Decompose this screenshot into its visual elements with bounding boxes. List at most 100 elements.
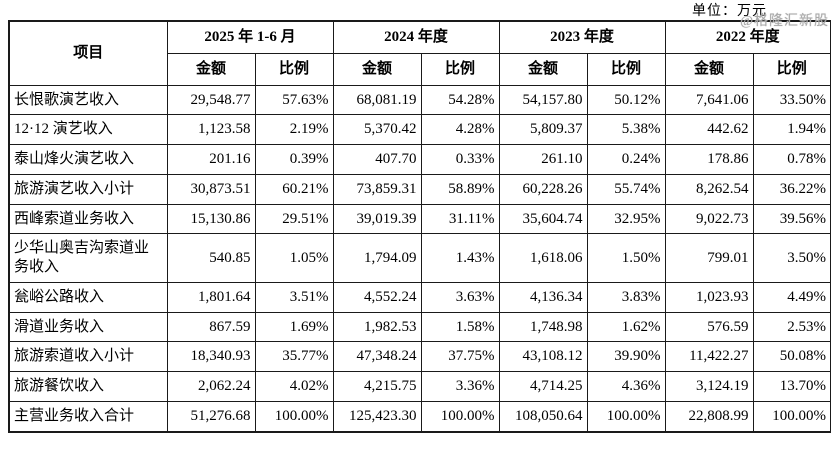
ratio-cell: 1.43% [420,233,500,283]
col-header-period-2025h1: 2025 年 1-6 月 [166,20,334,54]
col-header-period-2022: 2022 年度 [664,20,831,54]
col-header-ratio: 比例 [254,52,334,86]
revenue-table: 项目 2025 年 1-6 月 2024 年度 2023 年度 2022 年度 … [8,20,831,433]
row-label: 旅游餐饮收入 [8,371,168,402]
ratio-cell: 1.62% [586,311,666,343]
amount-cell: 3,124.19 [664,371,754,402]
col-header-amount: 金额 [166,52,256,86]
amount-cell: 51,276.68 [166,400,256,433]
row-label: 西峰索道业务收入 [8,203,168,235]
ratio-cell: 60.21% [254,173,334,205]
amount-cell: 867.59 [166,311,256,343]
amount-cell: 30,873.51 [166,173,256,205]
amount-cell: 5,370.42 [332,114,422,145]
ratio-cell: 3.83% [586,281,666,313]
col-header-period-2024: 2024 年度 [332,20,500,54]
amount-cell: 1,123.58 [166,114,256,145]
row-label: 长恨歌演艺收入 [8,84,168,116]
table-row: 旅游演艺收入小计 30,873.51 60.21% 73,859.31 58.89% 60… [8,173,831,205]
ratio-cell: 33.50% [752,84,831,116]
table-row: 泰山烽火演艺收入 201.16 0.39% 407.70 0.33% 261.10 0.24… [8,144,831,175]
ratio-cell: 2.53% [752,311,831,343]
ratio-cell: 50.12% [586,84,666,116]
amount-cell: 1,748.98 [498,311,588,343]
amount-cell: 261.10 [498,144,588,175]
ratio-cell: 2.19% [254,114,334,145]
ratio-cell: 58.89% [420,173,500,205]
amount-cell: 576.59 [664,311,754,343]
ratio-cell: 1.58% [420,311,500,343]
amount-cell: 108,050.64 [498,400,588,433]
table-row: 长恨歌演艺收入 29,548.77 57.63% 68,081.19 54.28% 54,… [8,84,831,116]
col-header-amount: 金额 [498,52,588,86]
amount-cell: 29,548.77 [166,84,256,116]
ratio-cell: 3.63% [420,281,500,313]
amount-cell: 201.16 [166,144,256,175]
ratio-cell: 1.05% [254,233,334,283]
ratio-cell: 3.36% [420,371,500,402]
ratio-cell: 32.95% [586,203,666,235]
ratio-cell: 37.75% [420,341,500,372]
amount-cell: 407.70 [332,144,422,175]
ratio-cell: 36.22% [752,173,831,205]
ratio-cell: 39.90% [586,341,666,372]
col-header-amount: 金额 [332,52,422,86]
ratio-cell: 0.24% [586,144,666,175]
ratio-cell: 3.51% [254,281,334,313]
amount-cell: 540.85 [166,233,256,283]
col-header-amount: 金额 [664,52,754,86]
amount-cell: 73,859.31 [332,173,422,205]
amount-cell: 18,340.93 [166,341,256,372]
ratio-cell: 0.33% [420,144,500,175]
col-header-ratio: 比例 [752,52,831,86]
amount-cell: 39,019.39 [332,203,422,235]
col-header-period-2023: 2023 年度 [498,20,666,54]
table-row: 滑道业务收入 867.59 1.69% 1,982.53 1.58% 1,748.98 1.… [8,311,831,343]
col-header-item: 项目 [8,20,168,86]
amount-cell: 442.62 [664,114,754,145]
ratio-cell: 0.39% [254,144,334,175]
watermark: @格隆汇新股 [740,14,829,29]
col-header-ratio: 比例 [420,52,500,86]
ratio-cell: 100.00% [420,400,500,433]
amount-cell: 4,215.75 [332,371,422,402]
amount-cell: 125,423.30 [332,400,422,433]
amount-cell: 15,130.86 [166,203,256,235]
unit-label: 单位：万元 [692,4,767,19]
row-label: 旅游索道收入小计 [8,341,168,372]
ratio-cell: 4.36% [586,371,666,402]
ratio-cell: 4.49% [752,281,831,313]
row-label: 主营业务收入合计 [8,400,168,433]
amount-cell: 2,062.24 [166,371,256,402]
col-header-ratio: 比例 [586,52,666,86]
amount-cell: 178.86 [664,144,754,175]
amount-cell: 1,982.53 [332,311,422,343]
row-label: 12·12 演艺收入 [8,114,168,145]
amount-cell: 4,552.24 [332,281,422,313]
amount-cell: 60,228.26 [498,173,588,205]
table-header: 项目 2025 年 1-6 月 2024 年度 2023 年度 2022 年度 … [8,20,831,86]
amount-cell: 1,618.06 [498,233,588,283]
ratio-cell: 55.74% [586,173,666,205]
amount-cell: 1,801.64 [166,281,256,313]
amount-cell: 68,081.19 [332,84,422,116]
amount-cell: 7,641.06 [664,84,754,116]
table-row: 主营业务收入合计 51,276.68 100.00% 125,423.30 100.00… [8,400,831,433]
ratio-cell: 57.63% [254,84,334,116]
table-row: 12·12 演艺收入 1,123.58 2.19% 5,370.42 4.28% 5,80… [8,114,831,145]
ratio-cell: 100.00% [752,400,831,433]
ratio-cell: 5.38% [586,114,666,145]
amount-cell: 54,157.80 [498,84,588,116]
amount-cell: 11,422.27 [664,341,754,372]
ratio-cell: 1.69% [254,311,334,343]
amount-cell: 1,794.09 [332,233,422,283]
ratio-cell: 31.11% [420,203,500,235]
amount-cell: 799.01 [664,233,754,283]
ratio-cell: 4.28% [420,114,500,145]
amount-cell: 22,808.99 [664,400,754,433]
amount-cell: 9,022.73 [664,203,754,235]
ratio-cell: 13.70% [752,371,831,402]
row-label: 少华山奥吉沟索道业务收入 [8,233,168,283]
ratio-cell: 1.94% [752,114,831,145]
